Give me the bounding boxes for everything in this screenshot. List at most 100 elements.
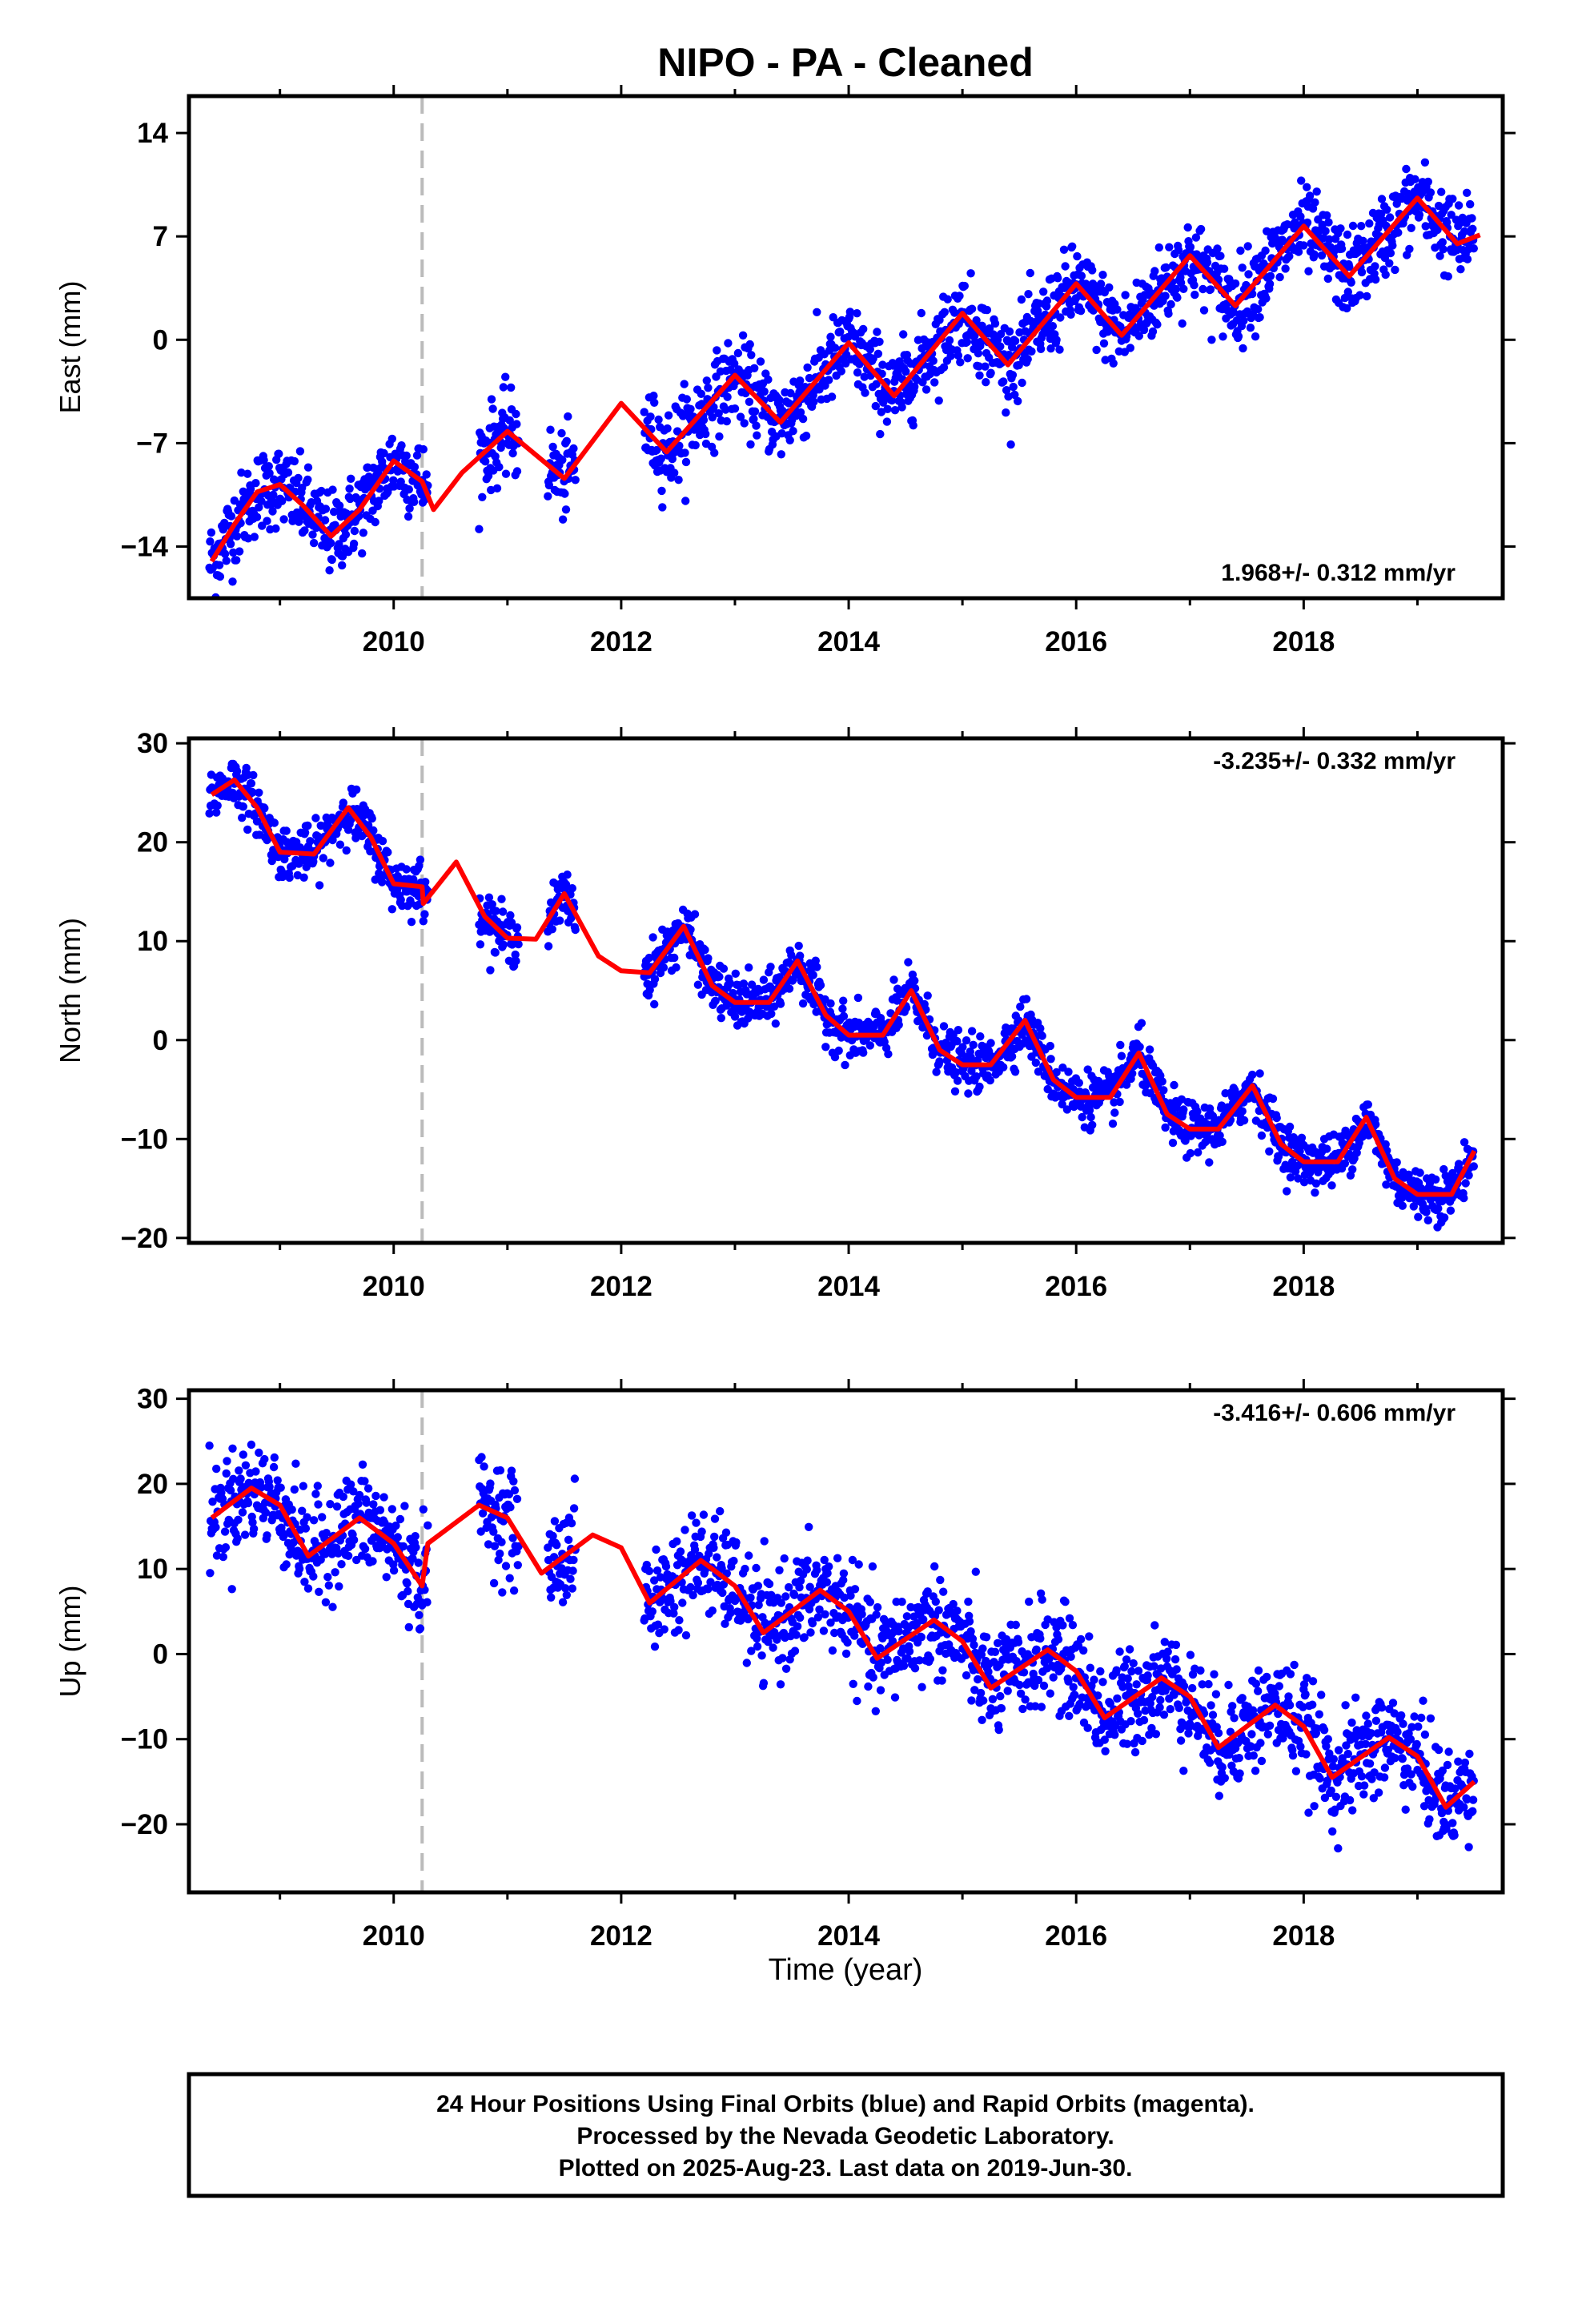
- data-point: [260, 804, 269, 813]
- data-point: [326, 858, 335, 867]
- data-point: [1381, 270, 1390, 279]
- data-point: [316, 821, 325, 830]
- data-point: [923, 991, 932, 1000]
- data-point: [251, 479, 260, 488]
- data-point: [505, 416, 514, 425]
- data-point: [420, 910, 429, 919]
- data-point: [966, 1052, 975, 1062]
- data-point: [309, 1572, 318, 1581]
- data-point: [206, 1569, 215, 1578]
- data-point: [389, 476, 398, 485]
- data-point: [956, 358, 965, 367]
- data-point: [775, 973, 784, 982]
- x-tick-label: 2012: [590, 1271, 652, 1302]
- data-point: [232, 766, 242, 776]
- data-point: [501, 1562, 511, 1570]
- data-point: [290, 1485, 299, 1494]
- data-point: [544, 942, 553, 951]
- data-point: [410, 462, 420, 472]
- data-point: [938, 1666, 947, 1675]
- data-point: [326, 1500, 335, 1509]
- data-point: [544, 492, 552, 501]
- data-point: [965, 1617, 974, 1626]
- data-point: [219, 1552, 227, 1562]
- data-point: [950, 308, 959, 317]
- data-point: [872, 1610, 881, 1619]
- data-point: [646, 412, 655, 421]
- data-points: [205, 759, 1479, 1232]
- data-point: [938, 1676, 946, 1685]
- data-point: [404, 485, 413, 494]
- data-point: [1219, 332, 1227, 341]
- data-point: [787, 951, 796, 959]
- data-point: [970, 332, 979, 340]
- data-point: [962, 1036, 971, 1045]
- data-point: [951, 1068, 961, 1077]
- data-point: [1117, 1051, 1126, 1060]
- data-point: [303, 475, 312, 485]
- data-point: [1171, 284, 1181, 294]
- data-point: [854, 1560, 863, 1569]
- data-point: [1018, 378, 1026, 388]
- data-point: [1183, 223, 1192, 232]
- data-point: [949, 1599, 958, 1609]
- data-point: [645, 986, 654, 995]
- data-point: [1207, 336, 1216, 344]
- data-point: [935, 1057, 944, 1066]
- data-point: [1421, 222, 1430, 231]
- data-point: [839, 996, 848, 1005]
- data-point: [953, 1037, 962, 1046]
- data-point: [235, 1466, 243, 1475]
- data-point: [971, 1567, 981, 1576]
- data-point: [670, 953, 679, 963]
- data-point: [877, 1659, 886, 1667]
- data-point: [1058, 1100, 1066, 1109]
- data-point: [704, 384, 713, 392]
- data-point: [1137, 1019, 1146, 1027]
- data-point: [934, 396, 943, 405]
- data-point: [934, 1606, 943, 1614]
- data-point: [780, 1554, 789, 1563]
- data-point: [501, 372, 510, 381]
- data-point: [676, 1547, 685, 1556]
- data-point: [308, 530, 317, 539]
- data-point: [315, 881, 324, 890]
- data-point: [1170, 1655, 1180, 1664]
- data-point: [777, 1598, 785, 1607]
- data-point: [1216, 251, 1225, 260]
- data-point: [1006, 440, 1015, 449]
- data-point: [1085, 1632, 1094, 1641]
- data-point: [974, 1675, 982, 1684]
- data-point: [1003, 337, 1012, 346]
- data-point: [1032, 1645, 1041, 1654]
- data-point: [876, 1686, 885, 1695]
- data-point: [226, 540, 235, 549]
- data-point: [1058, 1621, 1067, 1630]
- data-point: [809, 397, 818, 406]
- data-point: [1439, 245, 1447, 254]
- data-point: [1085, 1106, 1094, 1115]
- data-point: [1463, 255, 1472, 263]
- data-point: [745, 1551, 753, 1560]
- y-tick-label: −14: [121, 531, 169, 562]
- data-point: [672, 963, 681, 972]
- data-point: [871, 1707, 881, 1715]
- data-point: [378, 837, 387, 846]
- data-point: [978, 1644, 987, 1653]
- data-point: [248, 1518, 257, 1527]
- data-point: [775, 1566, 784, 1575]
- data-point: [299, 873, 308, 883]
- data-point: [813, 1613, 823, 1622]
- data-point: [861, 388, 869, 397]
- data-point: [481, 457, 490, 466]
- data-point: [910, 976, 919, 985]
- data-point: [681, 457, 691, 467]
- data-point: [650, 1576, 659, 1585]
- data-point: [1108, 1120, 1118, 1128]
- data-point: [278, 497, 287, 505]
- data-point: [364, 472, 373, 481]
- data-point: [1014, 396, 1022, 406]
- data-point: [1135, 1043, 1144, 1051]
- data-point: [648, 1607, 656, 1616]
- data-point: [496, 1549, 504, 1558]
